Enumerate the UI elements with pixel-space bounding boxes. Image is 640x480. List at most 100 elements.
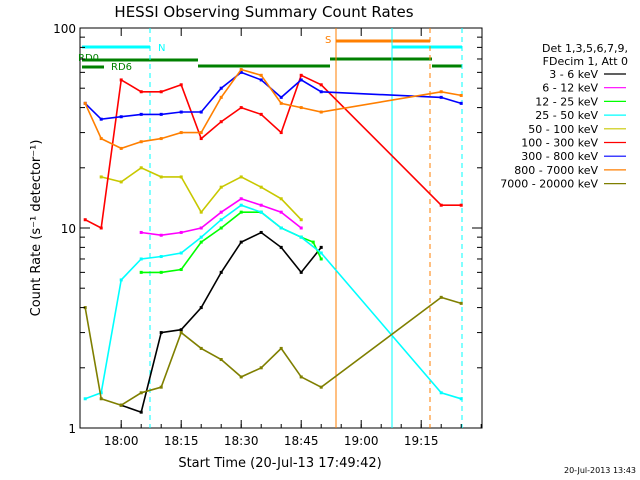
series-5-point	[259, 112, 263, 116]
series-7-point	[259, 73, 263, 77]
series-8-point	[439, 295, 443, 299]
flag-bars: N S RD0 RD6	[78, 28, 463, 428]
series-1-point	[239, 197, 243, 201]
series-0-point	[319, 245, 323, 249]
y-axis-label: Count Rate (s⁻¹ detector⁻¹)	[29, 140, 44, 317]
series-7-point	[159, 137, 163, 141]
chart-title: HESSI Observing Summary Count Rates	[114, 3, 413, 21]
series-3-point	[239, 203, 243, 207]
series-3-point	[219, 218, 223, 222]
series-8-point	[259, 366, 263, 370]
series-2-point	[139, 270, 143, 274]
series-3-point	[259, 210, 263, 214]
series-line-6	[84, 71, 462, 121]
series-line-3	[84, 204, 462, 400]
series-3-point	[179, 251, 183, 255]
series-7-point	[199, 131, 203, 135]
series-6-point	[279, 95, 283, 99]
series-4-point	[219, 185, 223, 189]
series-2-point	[239, 210, 243, 214]
series-4-point	[299, 218, 303, 222]
series-7-point	[139, 140, 143, 144]
series-3-point	[139, 257, 143, 261]
series-5-point	[219, 120, 223, 124]
legend-item-label-0: 3 - 6 keV	[549, 68, 598, 81]
series-line-1	[141, 197, 302, 237]
y-tick-label-0: 1	[68, 422, 76, 436]
series-7-point	[239, 68, 243, 72]
series-6-point	[299, 78, 303, 82]
series-8-point	[239, 375, 243, 379]
legend-header-line-2: FDecim 1, Att 0	[543, 55, 628, 68]
series-0-point	[199, 306, 203, 310]
rd0-annotation: RD0	[78, 53, 99, 64]
legend-item-label-6: 300 - 800 keV	[521, 150, 598, 163]
series-line-0	[120, 231, 322, 414]
series-4-point	[259, 185, 263, 189]
series-6-point	[239, 70, 243, 74]
series-6-point	[159, 112, 163, 116]
series-2-point	[319, 257, 323, 261]
series-8-point	[299, 375, 303, 379]
series-5-point	[299, 73, 303, 77]
series-5-point	[279, 131, 283, 135]
series-4-point	[199, 210, 203, 214]
series-5-point	[199, 137, 203, 141]
x-tick-label-5: 19:15	[404, 434, 439, 448]
series-8-point	[119, 403, 123, 407]
series-3-point	[99, 391, 103, 395]
series-4-point	[279, 197, 283, 201]
series-5-point	[319, 83, 323, 87]
series-5-point	[159, 90, 163, 94]
series-0-point	[239, 240, 243, 244]
series-0-point	[219, 270, 223, 274]
series-5-point	[439, 203, 443, 207]
series-3-point	[199, 235, 203, 239]
series-8-point	[99, 397, 103, 401]
series-7-point	[279, 101, 283, 105]
series-1-point	[279, 210, 283, 214]
x-tick-label-3: 18:45	[284, 434, 319, 448]
series-1-point	[259, 203, 263, 207]
y-tick-label-1: 10	[61, 222, 76, 236]
series-1-point	[219, 210, 223, 214]
series-2-point	[179, 268, 183, 272]
legend-item-label-1: 6 - 12 keV	[542, 82, 598, 95]
series-4-point	[139, 166, 143, 170]
night-annotation: N	[158, 43, 165, 54]
series-6-point	[219, 86, 223, 90]
series-7-point	[459, 93, 463, 97]
series-7-point	[219, 95, 223, 99]
series-0-point	[279, 245, 283, 249]
series-4-point	[119, 180, 123, 184]
saa-annotation: S	[325, 35, 331, 46]
x-tick-label-4: 19:00	[344, 434, 379, 448]
series-5-point	[459, 203, 463, 207]
series-8-point	[83, 306, 87, 310]
series-3-point	[299, 235, 303, 239]
series-5-point	[83, 218, 87, 222]
series-0-point	[179, 328, 183, 332]
x-tick-label-0: 18:00	[104, 434, 139, 448]
series-0-point	[159, 331, 163, 335]
series-1-point	[199, 226, 203, 230]
series-7-point	[179, 131, 183, 135]
legend-item-label-8: 7000 - 20000 keV	[500, 178, 598, 191]
x-axis-label: Start Time (20-Jul-13 17:49:42)	[178, 456, 381, 471]
legend-item-label-7: 800 - 7000 keV	[514, 164, 598, 177]
series-4-point	[179, 175, 183, 179]
rd6-annotation: RD6	[111, 62, 132, 73]
series-line-7	[84, 68, 462, 150]
series-3-point	[459, 397, 463, 401]
series-7-point	[319, 110, 323, 114]
series-8-point	[279, 346, 283, 350]
series-1-point	[299, 226, 303, 230]
series-6-point	[319, 90, 323, 94]
series-4-point	[99, 175, 103, 179]
series-3-point	[439, 391, 443, 395]
series-8-point	[199, 346, 203, 350]
series-3-point	[119, 278, 123, 282]
series-4-point	[159, 175, 163, 179]
